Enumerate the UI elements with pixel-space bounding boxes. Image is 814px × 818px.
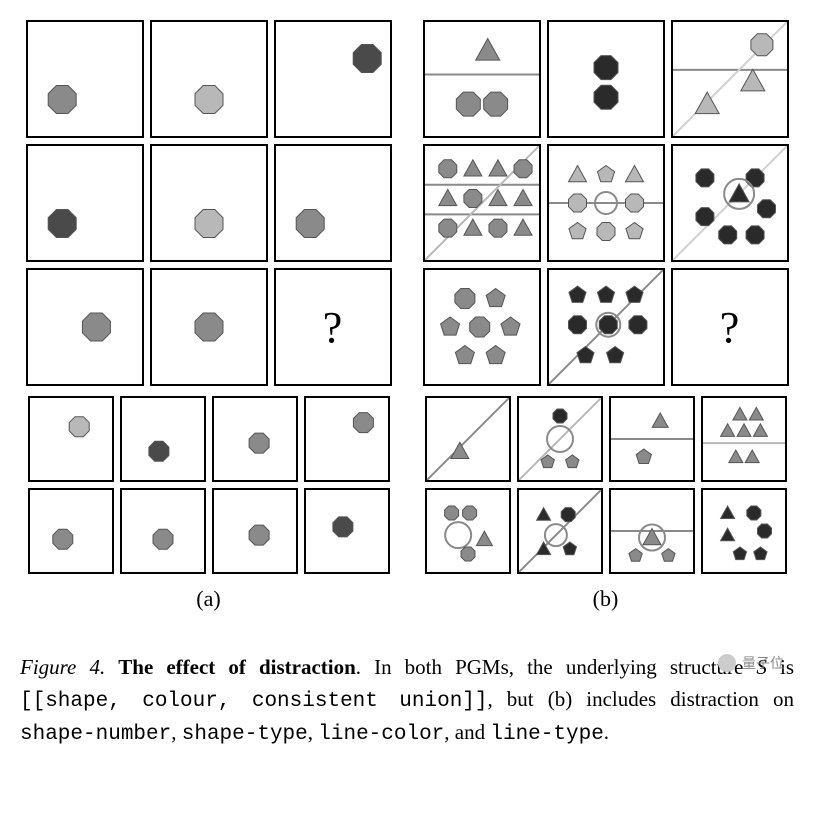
puzzle-cell <box>671 20 789 138</box>
watermark: 量子位 <box>718 653 784 673</box>
puzzle-cell <box>26 268 144 386</box>
panel-b-label: (b) <box>593 586 619 612</box>
puzzle-cell <box>150 144 268 262</box>
puzzle-cell <box>274 144 392 262</box>
figure-caption: Figure 4. The effect of distraction. In … <box>20 652 794 751</box>
caption-text-3: , but (b) includes distraction on <box>488 687 795 711</box>
puzzle-cell <box>28 488 114 574</box>
puzzle-cell <box>609 396 695 482</box>
caption-d4: line-type <box>490 723 603 746</box>
puzzle-cell <box>547 144 665 262</box>
panel-a-label: (a) <box>196 586 220 612</box>
panel-b: ? (b) <box>417 20 794 612</box>
puzzle-cell <box>150 20 268 138</box>
panel-a-answers-grid <box>28 396 390 574</box>
puzzle-cell <box>517 396 603 482</box>
puzzle-cell <box>120 488 206 574</box>
puzzle-cell <box>26 20 144 138</box>
watermark-text: 量子位 <box>742 653 784 673</box>
panel-a-main-grid: ? <box>26 20 392 386</box>
puzzle-cell <box>425 396 511 482</box>
caption-d1: shape-number <box>20 723 171 746</box>
puzzle-cell: ? <box>274 268 392 386</box>
puzzle-cell <box>547 268 665 386</box>
caption-text-1: . In both PGMs, the underlying structure <box>356 655 757 679</box>
puzzle-cell <box>423 144 541 262</box>
puzzle-cell <box>425 488 511 574</box>
puzzle-cell <box>150 268 268 386</box>
puzzle-cell <box>547 20 665 138</box>
puzzle-cell: ? <box>671 268 789 386</box>
puzzle-cell <box>671 144 789 262</box>
puzzle-cell <box>120 396 206 482</box>
watermark-logo-icon <box>718 654 736 672</box>
puzzle-cell <box>26 144 144 262</box>
panel-b-answers-grid <box>425 396 787 574</box>
puzzle-cell <box>274 20 392 138</box>
puzzle-cell <box>423 20 541 138</box>
figure-label: Figure 4. <box>20 655 105 679</box>
puzzle-cell <box>609 488 695 574</box>
puzzle-cell <box>304 396 390 482</box>
puzzle-cell <box>28 396 114 482</box>
panel-b-main-grid: ? <box>423 20 789 386</box>
puzzle-cell <box>304 488 390 574</box>
puzzle-cell <box>701 488 787 574</box>
figure-title: The effect of distraction <box>118 655 356 679</box>
puzzle-cell <box>701 396 787 482</box>
puzzle-cell <box>212 488 298 574</box>
puzzle-cell <box>212 396 298 482</box>
puzzle-cell <box>517 488 603 574</box>
caption-struct: [[shape, colour, consistent union]] <box>20 690 488 713</box>
panel-a: ? (a) <box>20 20 397 612</box>
figure-panels: ? (a) ? (b) <box>20 20 794 612</box>
puzzle-cell <box>423 268 541 386</box>
caption-d2: shape-type <box>182 723 308 746</box>
caption-d3: line-color <box>318 723 444 746</box>
